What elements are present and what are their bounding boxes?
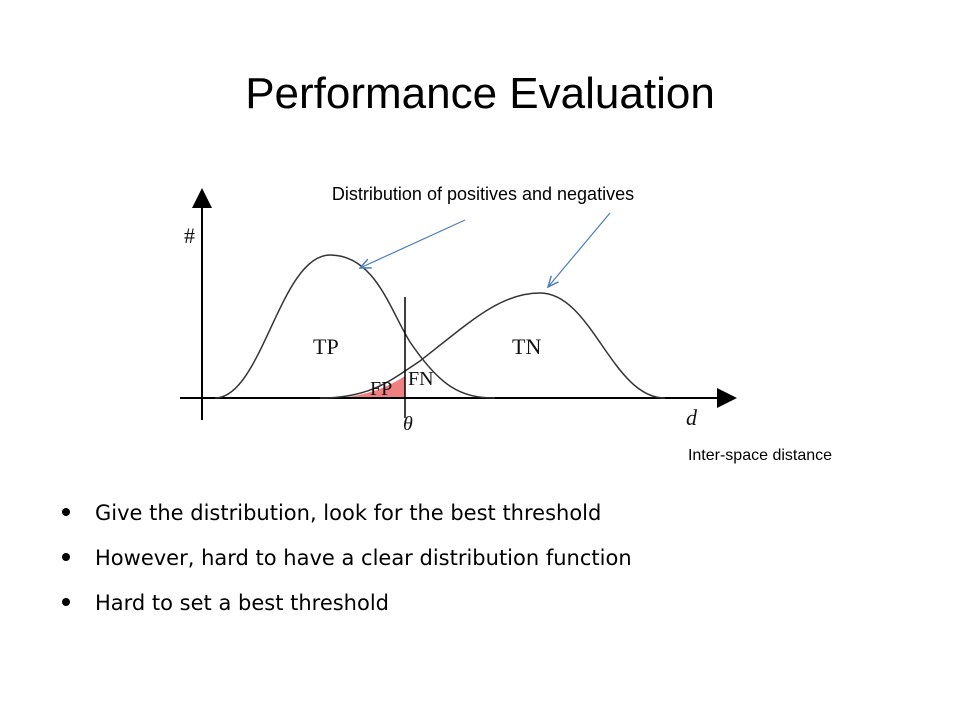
x-axis-label: d <box>686 405 698 430</box>
y-axis-label: # <box>184 223 195 248</box>
fp-label: FP <box>370 378 392 400</box>
tp-label: TP <box>313 334 339 359</box>
slide-title: Performance Evaluation <box>245 69 715 118</box>
bullet-dot <box>62 508 70 516</box>
bullet-dot <box>62 553 70 561</box>
annotation: Distribution of positives and negatives <box>332 184 634 204</box>
annotation-arrow <box>360 219 466 268</box>
diagram: # d θ TP TN FP FN Distribution of positi… <box>180 184 832 464</box>
fp-region <box>330 376 405 398</box>
threshold-label: θ <box>403 413 413 435</box>
bullet-text: Give the distribution, look for the best… <box>95 501 601 525</box>
bullet-text: Hard to set a best threshold <box>95 591 389 615</box>
fn-label: FN <box>408 368 434 390</box>
annotation-arrow <box>548 212 611 287</box>
bullet-text: However, hard to have a clear distributi… <box>95 546 632 570</box>
bullet-dot <box>62 598 70 606</box>
tn-label: TN <box>512 334 541 359</box>
x-axis-note: Inter-space distance <box>688 447 832 464</box>
negative-curve <box>319 292 666 399</box>
bullet-list: Give the distribution, look for the best… <box>62 501 632 615</box>
